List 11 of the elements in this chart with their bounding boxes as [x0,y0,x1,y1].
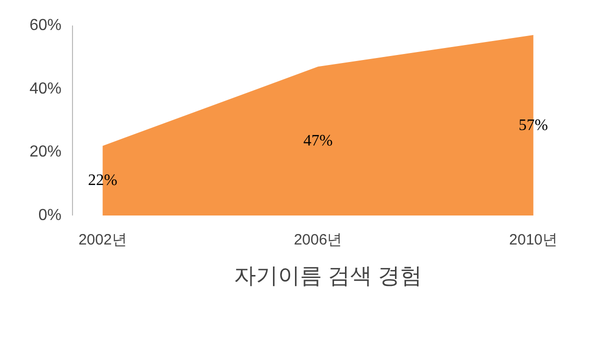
text: 자기이름 검색 경험 [234,262,422,290]
text: 22% [88,172,118,190]
x-tick-label: 2006년 [294,232,342,248]
y-tick-label: 0% [38,207,62,224]
x-tick-label: 2010년 [509,232,558,248]
x-tick-label: 2002년 [78,232,127,248]
y-tick-label: 60% [29,17,62,34]
text: 47% [303,132,333,150]
y-tick-label: 40% [29,80,62,98]
y-tick-label: 20% [29,144,62,161]
text: 57% [518,116,548,134]
